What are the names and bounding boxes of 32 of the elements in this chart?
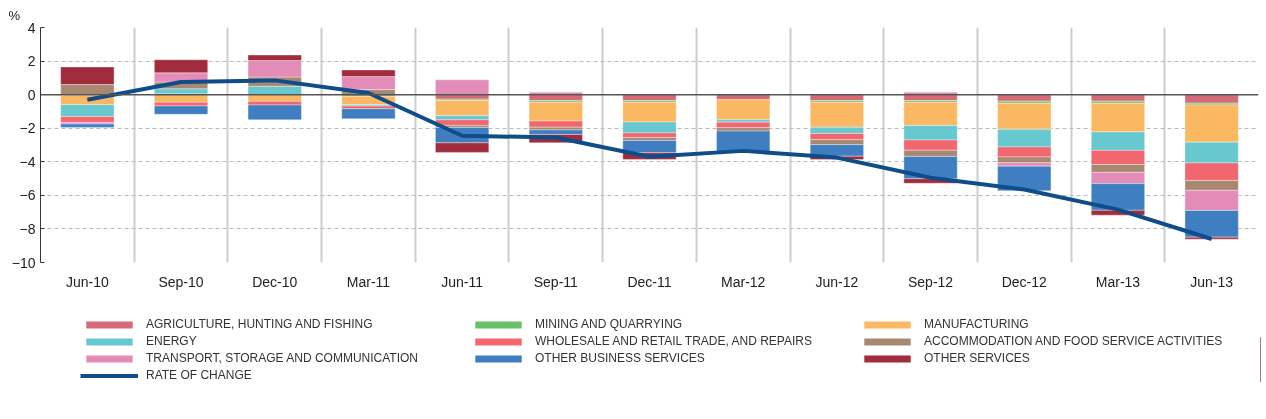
- legend-label: ENERGY: [146, 334, 198, 348]
- x-tick-label: Mar-13: [1095, 273, 1141, 290]
- legend-label: OTHER SERVICES: [924, 351, 1031, 365]
- x-tick-label: Dec-12: [1001, 273, 1048, 290]
- y-tick-label: 4: [27, 19, 36, 36]
- legend-label: TRANSPORT, STORAGE AND COMMUNICATION: [146, 351, 420, 365]
- y-tick-label: −4: [19, 153, 36, 170]
- x-tick-label: Jun-13: [1190, 273, 1234, 290]
- legend-label: AGRICULTURE, HUNTING AND FISHING: [146, 317, 374, 331]
- legend-label: MANUFACTURING: [924, 317, 1030, 331]
- x-tick-label: Mar-12: [721, 273, 766, 290]
- y-tick-label: 0: [27, 86, 36, 103]
- legend-label: ACCOMMODATION AND FOOD SERVICE ACTIVITIES: [924, 334, 1224, 348]
- y-tick-label: −6: [19, 187, 36, 204]
- legend-label: MINING AND QUARRYING: [535, 317, 684, 331]
- x-tick-label: Sep-10: [158, 273, 204, 290]
- y-axis-title: %: [8, 7, 21, 23]
- x-tick-label: Dec-10: [252, 273, 298, 290]
- y-tick-label: 2: [27, 53, 36, 70]
- x-tick-label: Mar-11: [346, 273, 391, 290]
- x-tick-label: Sep-11: [533, 273, 579, 290]
- x-tick-label: Jun-11: [441, 273, 484, 290]
- legend-label: RATE OF CHANGE: [146, 368, 253, 382]
- x-tick-label: Jun-10: [65, 273, 109, 290]
- x-tick-label: Dec-11: [627, 273, 672, 290]
- y-tick-label: −10: [11, 254, 36, 271]
- x-tick-label: Sep-12: [908, 273, 954, 290]
- legend-label: WHOLESALE AND RETAIL TRADE, AND REPAIRS: [535, 334, 813, 348]
- y-tick-label: −2: [19, 120, 36, 137]
- legend-label: OTHER BUSINESS SERVICES: [535, 351, 706, 365]
- x-tick-label: Jun-12: [815, 273, 859, 290]
- y-tick-label: −8: [19, 220, 36, 237]
